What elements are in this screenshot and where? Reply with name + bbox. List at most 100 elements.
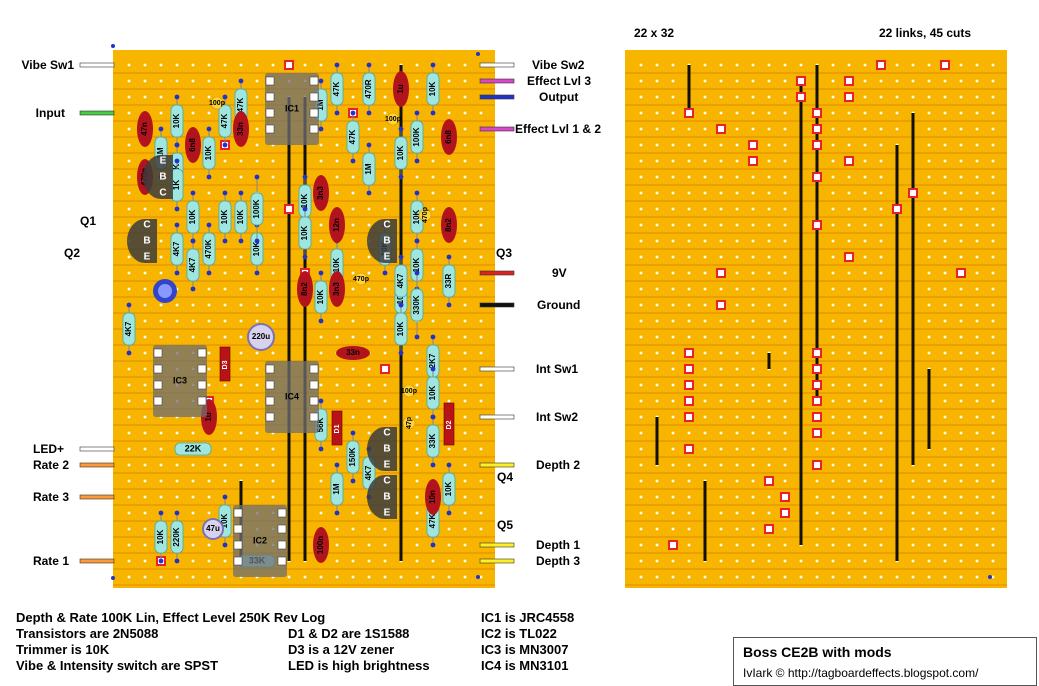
track-cut xyxy=(844,252,854,262)
hole xyxy=(879,447,883,451)
hole xyxy=(335,335,339,339)
hole xyxy=(207,479,211,483)
hole xyxy=(975,127,979,131)
capacitor-value-label: 470p xyxy=(353,276,369,283)
hole xyxy=(335,399,339,403)
hole xyxy=(959,239,963,243)
hole xyxy=(351,191,355,195)
transistor-pin-label: B xyxy=(159,172,166,183)
resistor-value-label: 1M xyxy=(332,483,341,494)
hole xyxy=(159,223,163,227)
resistor-10K xyxy=(234,200,248,234)
hole xyxy=(879,511,883,515)
hole xyxy=(831,447,835,451)
resistor-10K xyxy=(394,312,408,346)
hole xyxy=(367,415,371,419)
hole xyxy=(703,319,707,323)
hole xyxy=(783,271,787,275)
hole xyxy=(847,527,851,531)
hole xyxy=(719,191,723,195)
hole xyxy=(207,111,211,115)
hole xyxy=(671,255,675,259)
hole xyxy=(639,255,643,259)
hole xyxy=(351,95,355,99)
hole xyxy=(703,159,707,163)
hole xyxy=(751,303,755,307)
hole xyxy=(991,127,995,131)
hole xyxy=(735,175,739,179)
diode-label: D3 xyxy=(222,360,229,369)
hole xyxy=(703,335,707,339)
hole xyxy=(207,367,211,371)
resistor-10K xyxy=(394,136,408,170)
resistor-1M xyxy=(362,152,376,186)
hole xyxy=(479,447,483,451)
hole xyxy=(991,239,995,243)
solder-point xyxy=(446,302,452,308)
solder-point xyxy=(430,414,436,420)
hole xyxy=(687,527,691,531)
hole xyxy=(703,63,707,67)
hole xyxy=(639,111,643,115)
hole xyxy=(927,351,931,355)
hole xyxy=(863,175,867,179)
track-cut xyxy=(716,300,726,310)
hole xyxy=(975,159,979,163)
note-led: LED is high brightness xyxy=(288,658,430,673)
hole xyxy=(815,559,819,563)
hole xyxy=(783,127,787,131)
hole xyxy=(831,415,835,419)
label-led-plus: LED+ xyxy=(32,442,64,456)
hole xyxy=(799,575,803,579)
hole xyxy=(735,511,739,515)
resistor-10K xyxy=(202,136,216,170)
hole xyxy=(767,575,771,579)
resistor-10K xyxy=(426,72,440,106)
hole xyxy=(191,431,195,435)
hole xyxy=(959,575,963,579)
hole xyxy=(655,383,659,387)
hole xyxy=(143,303,147,307)
note-trimmer: Trimmer is 10K xyxy=(16,642,110,657)
hole xyxy=(783,319,787,323)
hole xyxy=(975,463,979,467)
hole xyxy=(703,143,707,147)
hole xyxy=(143,479,147,483)
hole xyxy=(943,415,947,419)
hole xyxy=(943,559,947,563)
electrolytic-capacitor-body xyxy=(249,325,273,349)
resistor-150K xyxy=(346,440,360,474)
hole xyxy=(351,79,355,83)
note-d1-d2: D1 & D2 are 1S1588 xyxy=(288,626,410,641)
hole xyxy=(463,223,467,227)
hole xyxy=(207,287,211,291)
hole xyxy=(735,479,739,483)
resistor-100K xyxy=(410,120,424,154)
hole xyxy=(655,95,659,99)
hole xyxy=(735,463,739,467)
hole xyxy=(975,527,979,531)
hole xyxy=(351,287,355,291)
hole xyxy=(447,543,451,547)
solder-point xyxy=(174,510,180,516)
hole xyxy=(735,239,739,243)
resistor-value-label: 4K7 xyxy=(172,241,181,256)
hole xyxy=(127,415,131,419)
hole xyxy=(655,543,659,547)
hole xyxy=(863,127,867,131)
hole xyxy=(751,79,755,83)
hole xyxy=(991,191,995,195)
hole xyxy=(639,575,643,579)
label-depth-3: Depth 3 xyxy=(536,554,581,568)
hole xyxy=(239,319,243,323)
label-int-sw1: Int Sw1 xyxy=(536,362,579,376)
track-cut xyxy=(684,108,694,118)
hole xyxy=(127,527,131,531)
hole xyxy=(991,111,995,115)
hole xyxy=(335,559,339,563)
hole xyxy=(831,271,835,275)
hole xyxy=(271,447,275,451)
hole xyxy=(783,143,787,147)
hole xyxy=(479,351,483,355)
ic-pin xyxy=(309,76,319,86)
